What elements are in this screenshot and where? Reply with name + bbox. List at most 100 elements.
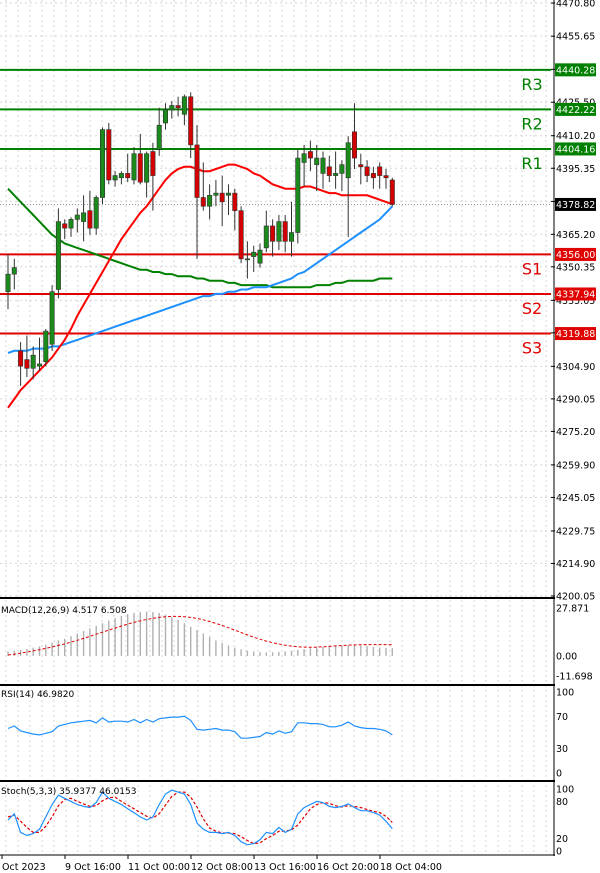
- candle: [358, 153, 364, 185]
- price-tick-label: 4275.20: [556, 427, 595, 438]
- candle: [213, 179, 219, 207]
- candle: [62, 219, 68, 240]
- level-name-r3: R3: [521, 75, 542, 94]
- price-tick-label: 4259.90: [556, 460, 595, 471]
- candle-body: [87, 210, 93, 229]
- rsi-tick-label: 30: [556, 744, 568, 755]
- candle-body: [257, 249, 263, 264]
- candle-body: [93, 197, 99, 229]
- candle-body: [62, 223, 68, 229]
- candle-body: [169, 105, 175, 111]
- price-tick-label: 4335.05: [556, 296, 595, 307]
- stoch-tick-label: 80: [556, 797, 568, 808]
- candle-body: [156, 124, 162, 150]
- moving-averages: [7, 163, 394, 409]
- candle: [314, 144, 320, 191]
- candle-body: [251, 251, 257, 257]
- candle-body: [383, 175, 389, 179]
- candle-body: [30, 354, 36, 369]
- pivot-levels: R3 R2 R1 S1 S2 S3: [0, 68, 551, 358]
- stoch-d-line: [7, 791, 393, 845]
- price-tick-label: 4214.90: [556, 559, 595, 570]
- candle: [175, 96, 181, 117]
- level-price-tag-s3-bg: [555, 327, 596, 341]
- level-price-tag-r3: 4440.28: [556, 65, 595, 76]
- candle: [295, 149, 301, 244]
- candle-body: [144, 153, 150, 183]
- candle-body: [81, 212, 87, 222]
- level-name-s1: S1: [522, 259, 542, 278]
- candle-body: [333, 173, 339, 176]
- x-tick-label: 16 Oct 20:00: [317, 862, 379, 873]
- level-price-tag-s2-bg: [555, 287, 596, 301]
- stoch-tick-label: 100: [556, 785, 574, 796]
- candle-body: [314, 157, 320, 165]
- candle: [226, 184, 232, 216]
- candle-body: [345, 142, 351, 179]
- candle: [282, 215, 288, 253]
- axes: [0, 0, 555, 859]
- level-price-tag-r3-bg: [555, 63, 596, 77]
- candle-body: [43, 330, 49, 363]
- candle: [24, 335, 30, 378]
- candle: [131, 147, 137, 185]
- candle-body: [244, 258, 250, 261]
- candle: [383, 169, 389, 189]
- x-tick-label: 11 Oct 00:00: [128, 862, 190, 873]
- candle-body: [389, 179, 395, 205]
- candle: [188, 92, 194, 159]
- candle-body: [175, 105, 181, 108]
- level-name-r2: R2: [521, 114, 542, 133]
- price-tick-label: 4350.35: [556, 262, 595, 273]
- candle: [389, 177, 395, 207]
- candle: [30, 346, 36, 380]
- candle: [43, 328, 49, 367]
- candle-body: [106, 129, 112, 181]
- price-tick-label: 4304.90: [556, 362, 595, 373]
- candle-body: [339, 164, 345, 174]
- candle: [112, 171, 118, 187]
- candle: [320, 151, 326, 189]
- candle: [181, 94, 187, 126]
- price-tick-label: 4200.05: [556, 592, 595, 603]
- x-tick-label: 12 Oct 08:00: [191, 862, 253, 873]
- price-tick-label: 4245.05: [556, 493, 595, 504]
- level-price-tag-s1-bg: [555, 247, 596, 261]
- candle-body: [163, 109, 169, 124]
- candle-body: [181, 96, 187, 115]
- candle-body: [68, 219, 74, 229]
- price-tick-label: 4365.20: [556, 230, 595, 241]
- candle-body: [11, 267, 17, 275]
- ma-slow-line: [7, 205, 394, 354]
- candle: [106, 123, 112, 185]
- candle-body: [112, 175, 118, 181]
- candle: [49, 285, 55, 351]
- candle: [137, 133, 143, 185]
- candle-body: [238, 210, 244, 260]
- candles: [5, 92, 395, 386]
- candle-body: [125, 173, 131, 179]
- candle-body: [118, 173, 124, 179]
- candle: [144, 151, 150, 198]
- level-name-s3: S3: [522, 339, 542, 358]
- rsi-line: [7, 715, 393, 739]
- candle-body: [226, 192, 232, 196]
- last-price-tag: 4378.82: [556, 200, 595, 211]
- candle: [118, 171, 124, 185]
- ma-fast-line: [7, 163, 393, 409]
- candle: [36, 337, 42, 371]
- macd-tick-label: 27.871: [556, 604, 589, 615]
- level-price-tag-r1-bg: [555, 142, 596, 156]
- price-tick-label: 4410.20: [556, 131, 595, 142]
- candle-body: [219, 192, 225, 203]
- candle-body: [377, 166, 383, 176]
- candle: [244, 241, 250, 279]
- macd-label: MACD(12,26,9) 4.517 6.508: [1, 606, 127, 616]
- level-price-tag-r2: 4422.22: [556, 105, 595, 116]
- candle-body: [24, 359, 30, 369]
- candle-body: [358, 164, 364, 168]
- candle-body: [263, 225, 269, 249]
- candle-body: [307, 151, 313, 159]
- candle: [307, 140, 313, 172]
